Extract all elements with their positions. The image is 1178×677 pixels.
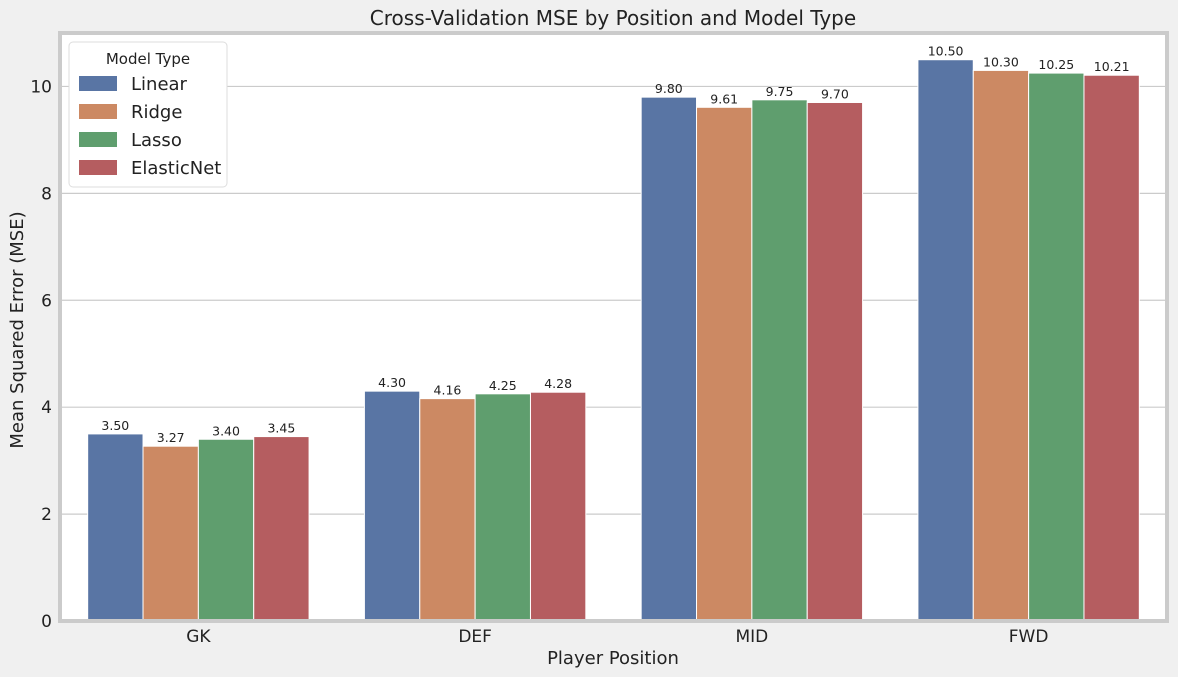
- bar-value-label: 3.45: [267, 421, 295, 436]
- legend-swatch: [79, 132, 117, 147]
- x-tick-label: FWD: [1009, 627, 1049, 647]
- legend-swatch: [79, 104, 117, 119]
- bar: [1083, 74, 1140, 622]
- legend: Model Type Linear Ridge Lasso ElasticNet: [68, 41, 228, 188]
- bar-value-label: 4.30: [378, 375, 406, 390]
- y-tick-label: 2: [41, 505, 52, 525]
- legend-label: Lasso: [131, 130, 182, 151]
- bar: [1028, 72, 1085, 622]
- bar-value-label: 9.70: [821, 86, 849, 101]
- bar: [363, 390, 421, 622]
- value-labels: 3.50 4.30 9.80 10.50 3.27 4.16 9.61 10.30 3.40 4.…: [101, 44, 1129, 445]
- bar-value-label: 3.50: [101, 418, 129, 433]
- legend-label: Ridge: [131, 102, 182, 123]
- bar: [972, 69, 1030, 622]
- bar: [806, 101, 864, 622]
- y-tick-label: 8: [41, 184, 52, 204]
- y-tick-label: 0: [41, 612, 52, 632]
- y-tick-labels: 0 2 4 6 8 10: [30, 77, 52, 632]
- legend-swatch: [79, 76, 117, 91]
- chart-title: Cross-Validation MSE by Position and Mod…: [370, 6, 856, 30]
- legend-label: ElasticNet: [131, 158, 221, 179]
- bar: [142, 445, 199, 622]
- bar-value-label: 9.61: [710, 91, 738, 106]
- bar: [917, 59, 974, 622]
- bar-value-label: 10.21: [1094, 59, 1130, 74]
- plot-frame: [58, 31, 1169, 623]
- legend-title: Model Type: [106, 50, 190, 68]
- x-axis-label: Player Position: [547, 648, 679, 669]
- bar: [474, 393, 531, 622]
- y-axis-label: Mean Squared Error (MSE): [7, 211, 28, 448]
- x-tick-label: DEF: [458, 627, 492, 647]
- bar: [751, 99, 808, 622]
- y-tick-label: 10: [30, 77, 52, 97]
- legend-label: Linear: [131, 74, 188, 95]
- bar-value-label: 4.28: [544, 376, 572, 391]
- bar-value-label: 9.80: [655, 81, 683, 96]
- bar: [529, 391, 587, 622]
- bar-value-label: 10.30: [983, 54, 1019, 69]
- bar-value-label: 4.25: [489, 378, 517, 393]
- bar-value-label: 10.25: [1038, 57, 1074, 72]
- bar: [197, 438, 255, 622]
- legend-items: Linear Ridge Lasso ElasticNet: [79, 74, 221, 179]
- bar-value-label: 3.40: [212, 423, 240, 438]
- bar: [253, 436, 310, 622]
- bar: [696, 106, 753, 622]
- x-tick-labels: GK DEF MID FWD: [186, 627, 1048, 647]
- bar: [640, 96, 698, 622]
- bar: [87, 433, 144, 622]
- bar: [419, 398, 476, 622]
- x-tick-label: MID: [735, 627, 768, 647]
- x-tick-label: GK: [186, 627, 211, 647]
- bar-value-label: 10.50: [928, 44, 964, 59]
- legend-swatch: [79, 160, 117, 175]
- bars: [87, 59, 1140, 622]
- bar-value-label: 3.27: [157, 430, 185, 445]
- bar-value-label: 9.75: [766, 84, 794, 99]
- y-tick-label: 6: [41, 291, 52, 311]
- y-tick-label: 4: [41, 398, 52, 418]
- bar-value-label: 4.16: [434, 383, 462, 398]
